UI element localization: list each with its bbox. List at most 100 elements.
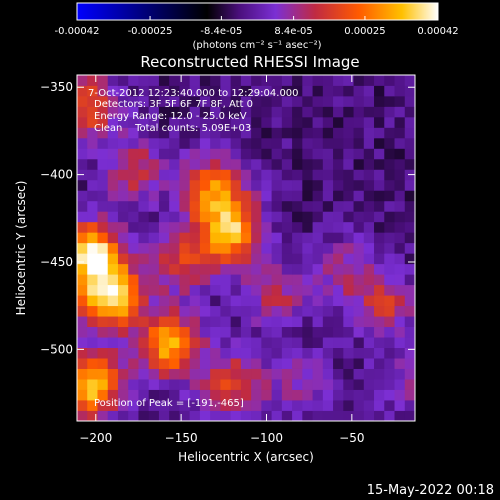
heatmap-cell (148, 179, 160, 191)
heatmap-cell (117, 158, 129, 170)
colorbar-tick-label: 0.00025 (344, 26, 385, 37)
heatmap-cell (97, 305, 109, 317)
heatmap-cell (240, 211, 252, 223)
heatmap-cell (261, 95, 272, 107)
heatmap-cell (353, 337, 365, 348)
heatmap-cell (210, 358, 221, 369)
heatmap-cell (97, 106, 109, 118)
heatmap-cell (271, 127, 283, 139)
heatmap-cell (97, 368, 109, 380)
heatmap-cell (169, 169, 180, 181)
heatmap-cell (394, 200, 406, 212)
heatmap-cell (292, 316, 303, 328)
heatmap-cell (251, 95, 262, 107)
heatmap-cell (240, 274, 252, 286)
heatmap-cell (374, 274, 385, 286)
heatmap-cell (322, 116, 334, 128)
heatmap-cell (322, 179, 334, 191)
heatmap-cell (322, 211, 334, 223)
heatmap-cell (199, 200, 211, 212)
heatmap-cell (261, 232, 272, 244)
heatmap-cell (199, 326, 211, 338)
heatmap-cell (230, 253, 242, 265)
heatmap-cell (374, 106, 385, 118)
heatmap-cell (158, 85, 170, 97)
heatmap-cell (158, 253, 170, 265)
heatmap-cell (240, 389, 252, 401)
heatmap-cell (77, 368, 88, 380)
heatmap-cell (138, 137, 150, 149)
heatmap-cell (251, 326, 262, 338)
heatmap-cell (189, 158, 201, 170)
heatmap-cell (394, 211, 406, 223)
heatmap-cell (292, 263, 303, 275)
heatmap-cell (117, 284, 129, 296)
heatmap-cell (271, 368, 283, 380)
heatmap-cell (240, 200, 252, 212)
heatmap-cell (199, 368, 211, 380)
heatmap-cell (97, 316, 109, 328)
heatmap-cell (394, 337, 406, 348)
heatmap-cell (169, 200, 180, 212)
heatmap-cell (220, 389, 232, 401)
heatmap-cell (230, 127, 242, 139)
heatmap-cell (384, 305, 395, 317)
heatmap-cell (312, 253, 324, 265)
heatmap-cell (343, 284, 354, 296)
heatmap-cell (77, 263, 88, 275)
heatmap-cell (322, 253, 334, 265)
heatmap-cell (302, 400, 313, 411)
heatmap-cell (220, 316, 232, 328)
heatmap-cell (261, 253, 272, 265)
heatmap-cell (302, 95, 313, 107)
heatmap-cell (107, 305, 119, 317)
heatmap-cell (271, 221, 283, 233)
heatmap-cell (220, 116, 232, 128)
peak-position-text: Position of Peak = [-191,-465] (94, 398, 244, 409)
heatmap-cell (404, 305, 415, 317)
heatmap-cell (77, 253, 88, 265)
heatmap-cell (281, 305, 293, 317)
heatmap-cell (199, 400, 211, 411)
heatmap-cell (107, 410, 119, 421)
heatmap-cell (128, 169, 139, 181)
heatmap-cell (97, 263, 109, 275)
heatmap-cell (292, 75, 303, 86)
heatmap-cell (240, 368, 252, 380)
heatmap-cell (374, 232, 385, 244)
heatmap-cell (97, 400, 109, 411)
heatmap-cell (374, 368, 385, 380)
heatmap-cell (271, 106, 283, 118)
heatmap-cell (77, 400, 88, 411)
heatmap-cell (230, 284, 242, 296)
heatmap-cell (343, 85, 354, 97)
heatmap-cell (189, 316, 201, 328)
heatmap-cell (404, 127, 415, 139)
heatmap-cell (333, 242, 344, 254)
heatmap-cell (353, 379, 365, 390)
heatmap-cell (404, 95, 415, 107)
heatmap-cell (384, 137, 395, 149)
heatmap-cell (230, 190, 242, 202)
heatmap-cell (87, 358, 98, 369)
heatmap-cell (394, 106, 406, 118)
x-tick-label: −100 (250, 431, 283, 445)
heatmap-cell (353, 410, 365, 421)
heatmap-cell (363, 305, 375, 317)
heatmap-cell (394, 232, 406, 244)
colorbar-tick-label: -0.00025 (128, 26, 173, 37)
heatmap-cell (292, 116, 303, 128)
heatmap-cell (394, 127, 406, 139)
heatmap-cell (374, 95, 385, 107)
heatmap-cell (281, 337, 293, 348)
heatmap-cell (148, 379, 160, 390)
heatmap-cell (97, 347, 109, 359)
x-tick-label: −50 (339, 431, 364, 445)
heatmap-cell (292, 200, 303, 212)
heatmap-cell (87, 274, 98, 286)
heatmap-cell (87, 410, 98, 421)
heatmap-cell (343, 389, 354, 401)
heatmap-cell (281, 127, 293, 139)
heatmap-cell (404, 368, 415, 380)
heatmap-cell (128, 347, 139, 359)
